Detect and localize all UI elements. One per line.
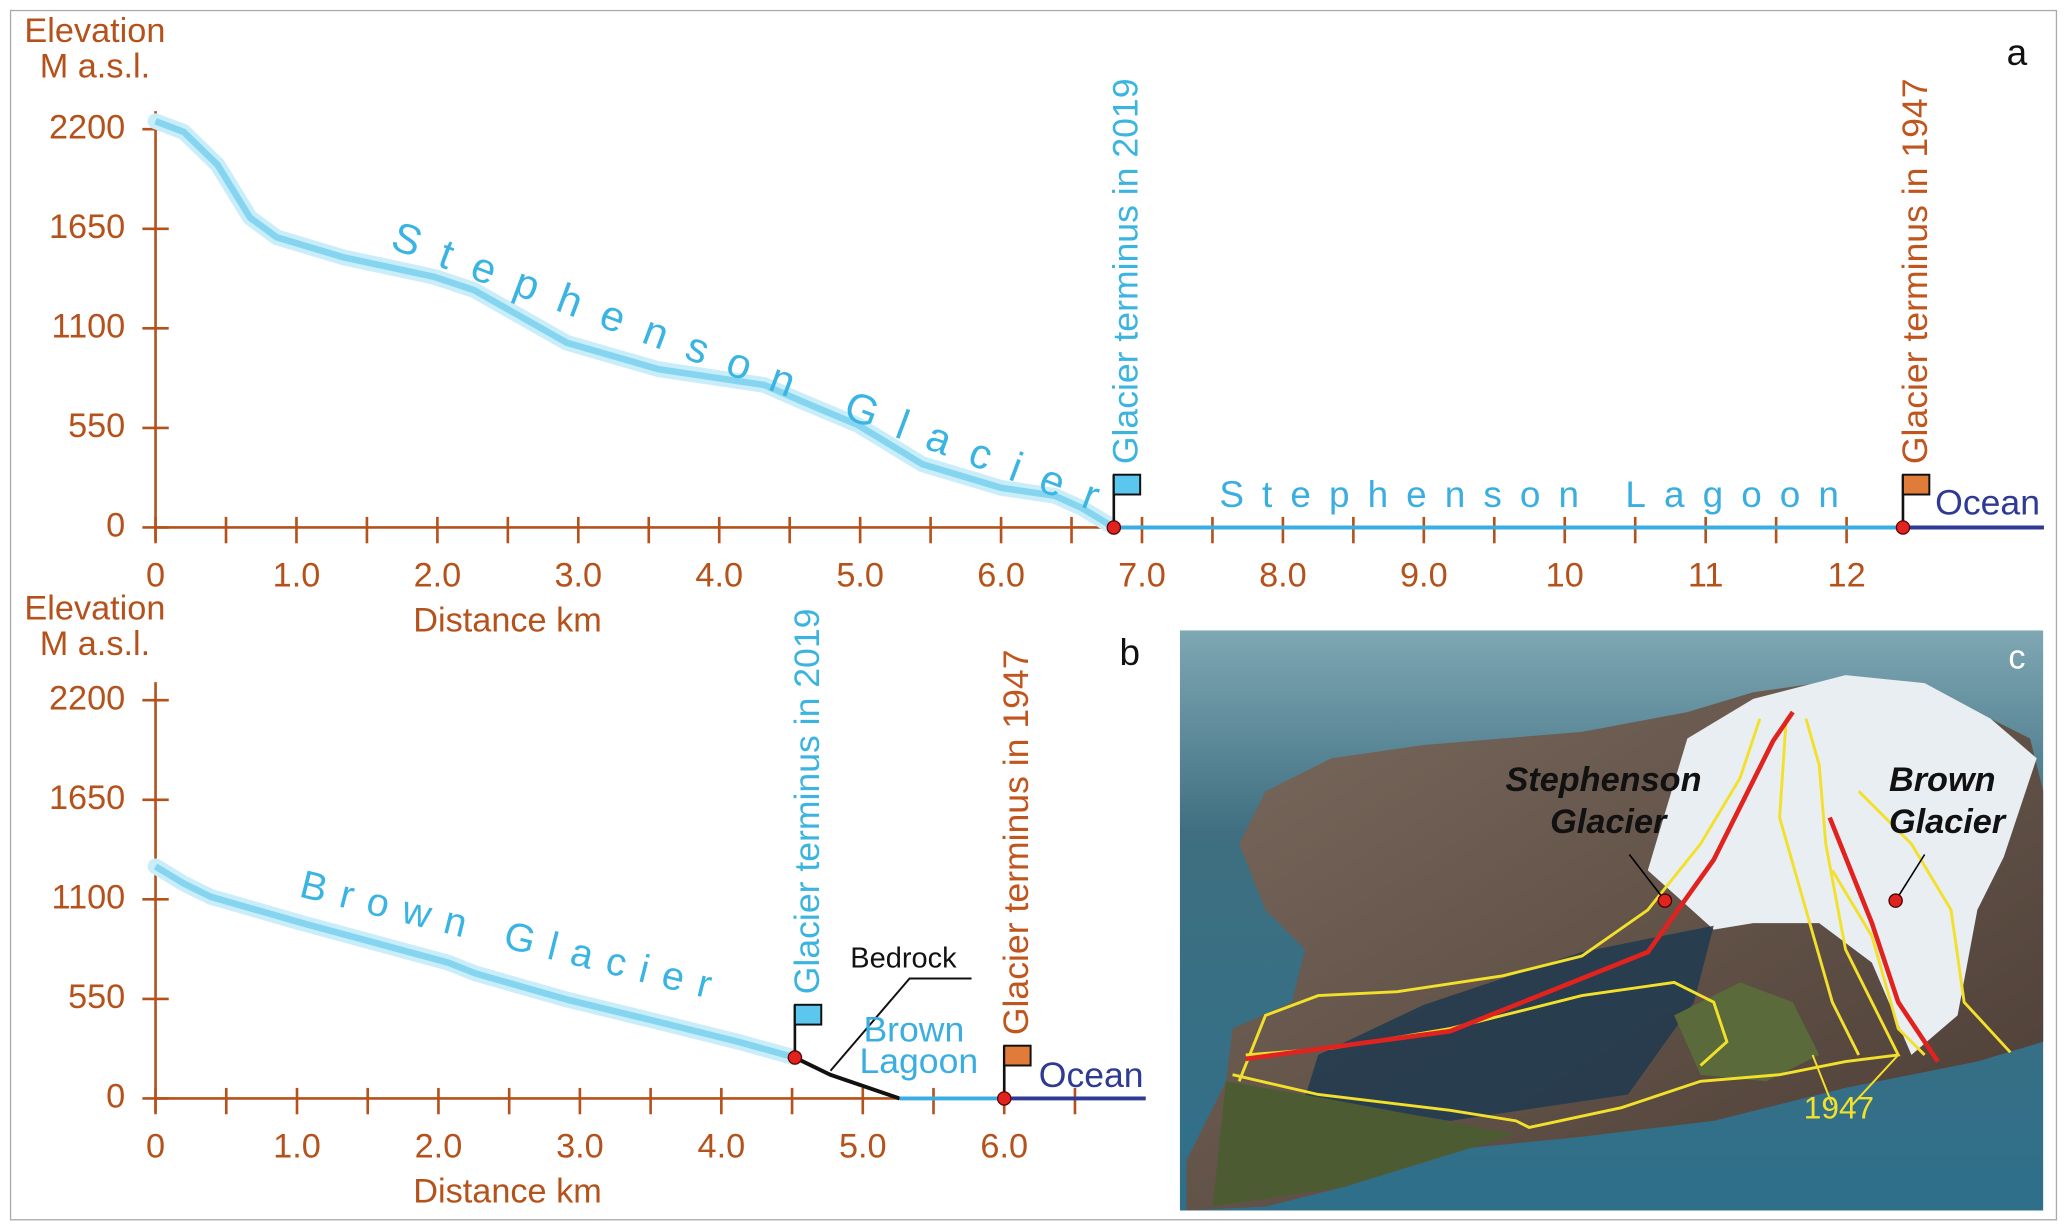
x-tick-label: 4.0 xyxy=(698,1128,746,1166)
leader-line xyxy=(1894,854,1926,902)
x-tick-label: 1.0 xyxy=(273,557,321,595)
leader-line xyxy=(1851,1054,1899,1106)
x-tick-label: 2.0 xyxy=(414,557,462,595)
x-tick-label: 4.0 xyxy=(695,557,743,595)
x-tick-label: 0 xyxy=(146,1128,165,1166)
series-name: Brown Lagoon xyxy=(859,1010,978,1082)
x-tick-label: 0 xyxy=(146,557,165,595)
x-tick-label: 5.0 xyxy=(839,1128,887,1166)
x-tick-label: 6.0 xyxy=(980,1128,1028,1166)
y-axis-label: M a.s.l. xyxy=(40,48,150,86)
outline xyxy=(1857,790,2012,1054)
y-tick-label: 550 xyxy=(68,978,125,1016)
photo-centerlines xyxy=(1245,710,1940,1063)
photo-snow xyxy=(1647,675,2037,1055)
flag xyxy=(1901,473,1931,496)
panel-label: c xyxy=(2008,638,2025,676)
y-tick-label: 2200 xyxy=(49,108,125,146)
centerline xyxy=(1245,710,1795,1062)
x-axis-label: Distance km xyxy=(413,1172,601,1210)
y-axis-label: M a.s.l. xyxy=(40,625,150,663)
y-tick-label: 550 xyxy=(68,407,125,445)
y-tick-label: 2200 xyxy=(49,679,125,717)
terminus-label: Glacier terminus in 2019 xyxy=(787,609,827,995)
glacier-label: Brown Glacier xyxy=(1889,761,2007,841)
x-tick-label: 11 xyxy=(1688,557,1724,595)
outline xyxy=(1778,718,1861,1056)
flag xyxy=(1003,1044,1032,1067)
terminus-label: Glacier terminus in 2019 xyxy=(1106,78,1146,464)
glacier-marker xyxy=(1657,893,1673,908)
x-tick-label: 5.0 xyxy=(836,557,884,595)
y-axis-label: Elevation xyxy=(24,12,165,50)
y-tick-label: 1650 xyxy=(49,208,125,246)
series-name: Stephenson Glacier xyxy=(386,212,1127,527)
terminus-label: Glacier terminus in 1947 xyxy=(1895,78,1935,464)
x-tick-label: 3.0 xyxy=(556,1128,604,1166)
x-tick-label: 8.0 xyxy=(1259,557,1307,595)
series-name: Bedrock xyxy=(850,943,957,975)
photo-panel: 1947 c Stephenson Glacier Brown Glacier xyxy=(1179,630,2044,1211)
x-tick-label: 10 xyxy=(1546,557,1584,595)
x-axis-label: Distance km xyxy=(413,601,601,639)
y-tick-label: 0 xyxy=(106,1077,125,1115)
y-tick-label: 1650 xyxy=(49,779,125,817)
x-tick-label: 1.0 xyxy=(273,1128,321,1166)
y-axis-label: Elevation xyxy=(24,590,165,628)
series-line xyxy=(794,1055,901,1101)
terminus-marker xyxy=(1106,520,1122,535)
x-tick-label: 9.0 xyxy=(1400,557,1448,595)
y-tick-label: 0 xyxy=(106,507,125,545)
glacier-label: Stephenson Glacier xyxy=(1505,761,1711,841)
y-tick-label: 1100 xyxy=(52,307,126,345)
outline xyxy=(1237,718,1762,1082)
year-label: 1947 xyxy=(1804,1090,1874,1126)
series-name: Stephenson Lagoon xyxy=(1219,474,1839,515)
outline xyxy=(1232,718,1901,1129)
outline xyxy=(1831,869,1926,1056)
leader-line xyxy=(1628,854,1666,902)
x-tick-label: 7.0 xyxy=(1118,557,1166,595)
series-line xyxy=(154,118,1116,531)
photo-lagoon xyxy=(1305,925,1714,1121)
leader-line xyxy=(1811,1054,1834,1106)
x-tick-label: 2.0 xyxy=(415,1128,463,1166)
glacier-marker xyxy=(1888,893,1903,908)
flag xyxy=(1112,473,1142,496)
figure-frame xyxy=(9,9,2058,1221)
panel-label: a xyxy=(2007,32,2028,73)
centerline xyxy=(1827,816,1940,1063)
x-tick-label: 6.0 xyxy=(977,557,1025,595)
series-name: Ocean xyxy=(1935,482,2040,522)
photo-vegetation xyxy=(1212,1081,1516,1207)
flag xyxy=(793,1003,823,1026)
series-name: Ocean xyxy=(1039,1055,1144,1095)
terminus-label: Glacier terminus in 1947 xyxy=(996,649,1036,1035)
panel-label: b xyxy=(1119,632,1140,673)
terminus-marker xyxy=(996,1091,1012,1106)
x-tick-label: 12 xyxy=(1828,557,1866,595)
series-line xyxy=(153,863,796,1061)
leader-line xyxy=(829,977,972,1072)
terminus-marker xyxy=(787,1050,803,1065)
terminus-marker xyxy=(1895,520,1911,535)
y-tick-label: 1100 xyxy=(52,878,126,916)
x-tick-label: 3.0 xyxy=(554,557,602,595)
